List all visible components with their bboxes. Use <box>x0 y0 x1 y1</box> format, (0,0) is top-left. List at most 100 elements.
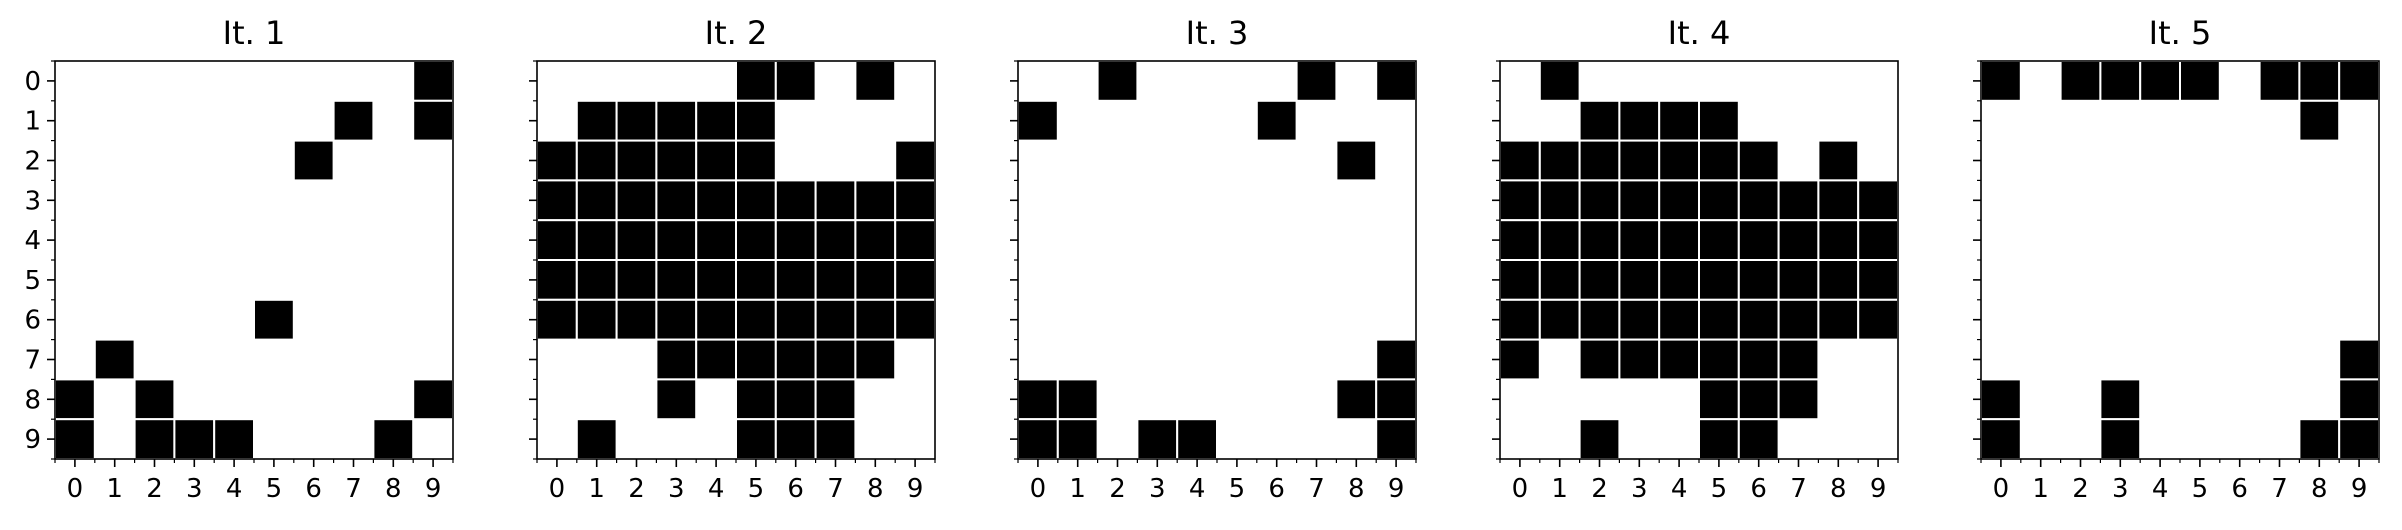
cell-r5-c6 <box>1737 259 1780 301</box>
cell-r1-c5 <box>1698 99 1740 142</box>
cell-r1-c3 <box>655 99 698 142</box>
cell-r6-c6 <box>774 298 817 341</box>
cell-r3-c2 <box>615 179 658 222</box>
cell-r7-c2 <box>1578 338 1621 381</box>
cell-r2-c5 <box>735 139 777 182</box>
cell-r8-c3 <box>655 378 698 421</box>
cell-r6-c9 <box>894 298 937 341</box>
cell-r9-c1 <box>1056 418 1099 461</box>
cell-r5-c8 <box>854 259 897 301</box>
panel-title: It. 2 <box>705 14 768 52</box>
x-tick-label: 8 <box>1348 474 1365 504</box>
cell-r2-c6 <box>1737 139 1780 182</box>
cell-r7-c8 <box>854 338 897 381</box>
cell-r6-c4 <box>1658 298 1700 341</box>
cell-r3-c6 <box>1737 179 1780 222</box>
cell-r4-c5 <box>735 219 777 261</box>
cell-r0-c1 <box>1538 60 1581 102</box>
cell-r9-c3 <box>2099 418 2142 461</box>
x-tick-label: 1 <box>588 474 605 504</box>
cell-r7-c9 <box>2338 338 2380 381</box>
cell-r3-c3 <box>655 179 698 222</box>
cell-r0-c2 <box>1096 60 1139 102</box>
cell-r3-c4 <box>1658 179 1700 222</box>
cell-r8-c2 <box>133 378 176 421</box>
y-tick-label: 8 <box>24 385 41 415</box>
cell-r2-c0 <box>536 139 578 182</box>
x-tick-label: 9 <box>907 474 924 504</box>
x-tick-label: 3 <box>186 474 203 504</box>
cell-r4-c3 <box>1618 219 1661 261</box>
cell-r5-c1 <box>1538 259 1581 301</box>
x-tick-label: 4 <box>708 474 725 504</box>
cell-r5-c9 <box>894 259 937 301</box>
x-tick-label: 0 <box>1512 474 1529 504</box>
y-tick-label: 3 <box>24 186 41 216</box>
cell-r0-c9 <box>2338 60 2380 102</box>
cell-r8-c1 <box>1056 378 1099 421</box>
cell-r2-c6 <box>292 139 335 182</box>
cell-r7-c3 <box>1618 338 1661 381</box>
cell-r6-c0 <box>536 298 578 341</box>
cell-r4-c9 <box>1857 219 1899 261</box>
cell-r4-c7 <box>1777 219 1820 261</box>
cell-r1-c2 <box>1578 99 1621 142</box>
cell-r6-c7 <box>814 298 857 341</box>
x-tick-label: 1 <box>1069 474 1086 504</box>
cell-r5-c7 <box>1777 259 1820 301</box>
cell-r5-c5 <box>735 259 777 301</box>
cell-r4-c5 <box>1698 219 1740 261</box>
x-tick-label: 1 <box>2032 474 2049 504</box>
cell-r9-c2 <box>133 418 176 461</box>
x-tick-label: 6 <box>787 474 804 504</box>
panel-5: It. 5 0 1 2 3 4 5 6 7 8 9 <box>1973 14 2380 504</box>
cell-r5-c2 <box>615 259 658 301</box>
cell-r6-c5 <box>735 298 777 341</box>
cell-r3-c8 <box>1817 179 1860 222</box>
cell-r6-c0 <box>1499 298 1541 341</box>
cell-r4-c0 <box>536 219 578 261</box>
cell-r3-c9 <box>894 179 937 222</box>
panel-title: It. 5 <box>2149 14 2212 52</box>
cell-r1-c4 <box>1658 99 1700 142</box>
x-tick-label: 9 <box>2351 474 2368 504</box>
x-tick-label: 2 <box>1109 474 1126 504</box>
cell-r1-c5 <box>735 99 777 142</box>
cell-r2-c0 <box>1499 139 1541 182</box>
cell-r4-c2 <box>1578 219 1621 261</box>
cell-r5-c1 <box>575 259 618 301</box>
cell-r7-c7 <box>814 338 857 381</box>
cell-r9-c2 <box>1578 418 1621 461</box>
cell-r6-c2 <box>615 298 658 341</box>
cell-r3-c2 <box>1578 179 1621 222</box>
x-tick-label: 6 <box>2231 474 2248 504</box>
cell-r4-c0 <box>1499 219 1541 261</box>
cell-r8-c9 <box>2338 378 2380 421</box>
y-tick-label: 0 <box>24 67 41 97</box>
cell-r4-c8 <box>854 219 897 261</box>
panel-3: It. 3 0 1 2 3 4 5 6 7 8 9 <box>1010 14 1417 504</box>
cell-r9-c0 <box>54 418 96 461</box>
x-tick-label: 3 <box>1149 474 1166 504</box>
cell-r4-c6 <box>1737 219 1780 261</box>
cell-r8-c7 <box>814 378 857 421</box>
cell-r9-c8 <box>2298 418 2341 461</box>
cell-r2-c4 <box>695 139 738 182</box>
x-tick-label: 6 <box>1750 474 1767 504</box>
panel-title: It. 4 <box>1668 14 1731 52</box>
x-tick-label: 3 <box>1631 474 1648 504</box>
cell-r2-c8 <box>1817 139 1860 182</box>
cell-r0-c5 <box>2179 60 2221 102</box>
cell-r3-c8 <box>854 179 897 222</box>
x-tick-label: 4 <box>1671 474 1688 504</box>
cell-r0-c4 <box>2139 60 2181 102</box>
cell-r3-c9 <box>1857 179 1899 222</box>
x-tick-label: 1 <box>1551 474 1568 504</box>
cell-r0-c9 <box>412 60 455 102</box>
cell-r4-c1 <box>1538 219 1581 261</box>
cell-r5-c0 <box>1499 259 1541 301</box>
cell-r2-c3 <box>1618 139 1661 182</box>
cell-r8-c6 <box>774 378 817 421</box>
x-tick-label: 6 <box>1268 474 1285 504</box>
